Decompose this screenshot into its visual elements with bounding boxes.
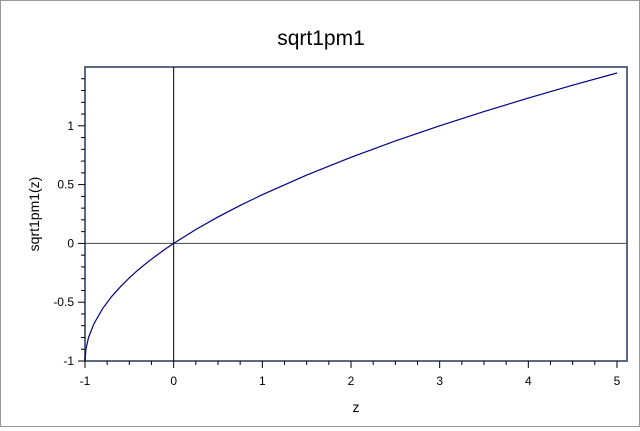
y-tick-label: -0.5: [53, 295, 74, 309]
x-axis-label: z: [353, 399, 360, 415]
reference-lines: [85, 67, 627, 361]
x-tick-label: 0: [170, 374, 177, 388]
y-axis: -1 -0.5 0 0.5 1: [53, 78, 85, 368]
y-axis-label: sqrt1pm1(z): [26, 177, 42, 252]
y-tick-label: 0: [67, 236, 74, 250]
x-axis: -1 0 1 2 3 4 5: [80, 361, 621, 388]
x-tick-label: 1: [259, 374, 266, 388]
series-layer: [84, 72, 618, 362]
y-tick-label: -1: [63, 354, 74, 368]
y-tick-label: 0.5: [57, 178, 74, 192]
plot-border: [84, 66, 628, 362]
x-tick-label: 2: [348, 374, 355, 388]
x-tick-label: 3: [436, 374, 443, 388]
y-tick-label: 1: [67, 119, 74, 133]
chart-title: sqrt1pm1: [277, 27, 365, 50]
x-tick-label: 4: [525, 374, 532, 388]
sqrt1pm1-line: [84, 72, 618, 362]
x-tick-label: 5: [614, 374, 621, 388]
x-tick-label: -1: [80, 374, 91, 388]
